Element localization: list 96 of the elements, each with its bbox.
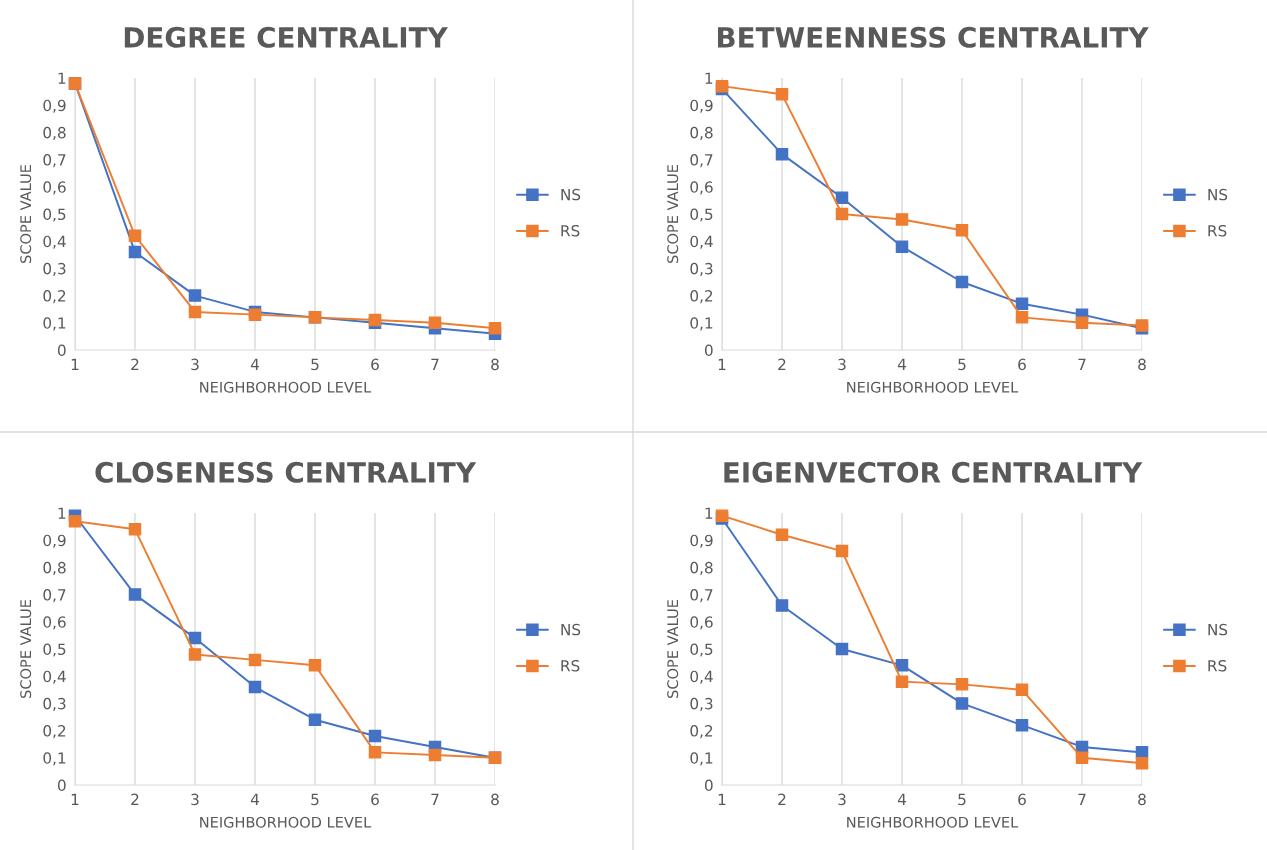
legend-label: NS: [1208, 188, 1228, 201]
x-axis-title: NEIGHBORHOOD LEVEL: [847, 816, 1019, 828]
y-tick-label: 0,9: [690, 534, 713, 548]
y-tick-label: 0: [704, 344, 713, 357]
x-tick-label: 5: [311, 793, 319, 806]
x-tick-label: 6: [371, 358, 379, 371]
y-tick-label: 0,8: [43, 126, 66, 140]
y-tick-label: 1: [58, 507, 66, 519]
y-tick-label: 0,7: [43, 154, 66, 168]
legend-label: NS: [561, 188, 581, 201]
legend-label: NS: [1208, 623, 1228, 636]
y-tick-label: 0: [57, 344, 66, 357]
x-tick-label: 7: [1078, 793, 1086, 805]
x-tick-label: 1: [718, 793, 726, 805]
y-tick-label: 0,5: [690, 208, 713, 222]
y-tick-label: 0,4: [690, 670, 713, 684]
y-tick-label: 0: [57, 779, 66, 792]
y-tick-label: 0,3: [43, 697, 66, 711]
y-axis-title: SCOPE VALUE: [667, 165, 679, 263]
y-tick-label: 0,1: [43, 317, 66, 331]
y-tick-label: 0,9: [43, 534, 66, 548]
y-tick-label: 0,8: [690, 561, 713, 575]
y-tick-label: 0,5: [43, 643, 66, 657]
x-tick-label: 4: [897, 358, 906, 370]
y-tick-label: 0,6: [690, 181, 713, 195]
x-tick-label: 3: [838, 793, 846, 806]
x-tick-label: 2: [778, 793, 786, 805]
legend-label: RS: [561, 224, 580, 237]
x-tick-label: 5: [958, 358, 966, 371]
x-tick-label: 2: [131, 793, 139, 805]
x-tick-label: 5: [311, 358, 319, 371]
x-axis-title: NEIGHBORHOOD LEVEL: [200, 816, 372, 828]
legend-label: RS: [1208, 224, 1227, 237]
x-tick-label: 6: [371, 793, 379, 806]
x-tick-label: 1: [71, 793, 79, 805]
x-tick-label: 1: [718, 358, 726, 370]
legend-label: RS: [561, 659, 580, 672]
x-tick-label: 6: [1018, 793, 1026, 806]
x-tick-label: 5: [958, 793, 966, 806]
x-tick-label: 7: [431, 793, 439, 805]
x-tick-label: 2: [778, 358, 786, 370]
y-tick-label: 0: [704, 779, 713, 792]
y-tick-label: 0,3: [690, 262, 713, 276]
y-tick-label: 0,7: [690, 589, 713, 603]
legend-label: NS: [561, 623, 581, 636]
x-tick-label: 1: [71, 358, 79, 370]
y-tick-label: 0,3: [43, 262, 66, 276]
y-tick-label: 0,8: [43, 561, 66, 575]
y-tick-label: 0,2: [43, 290, 66, 304]
y-tick-label: 0,4: [43, 235, 66, 249]
x-tick-label: 8: [491, 793, 499, 806]
y-tick-label: 0,6: [43, 181, 66, 195]
y-tick-label: 0,9: [690, 99, 713, 113]
x-tick-label: 8: [491, 358, 499, 371]
x-tick-label: 3: [191, 793, 199, 806]
x-tick-label: 3: [191, 358, 199, 371]
x-tick-label: 3: [838, 358, 846, 371]
y-axis-title: SCOPE VALUE: [20, 600, 32, 698]
chart-title: EIGENVECTOR CENTRALITY: [724, 461, 1143, 483]
y-tick-label: 0,6: [690, 616, 713, 630]
x-tick-label: 4: [250, 358, 259, 370]
y-tick-label: 0,2: [43, 725, 66, 739]
y-tick-label: 0,8: [690, 126, 713, 140]
y-tick-label: 0,6: [43, 616, 66, 630]
x-tick-label: 6: [1018, 358, 1026, 371]
y-tick-label: 0,7: [43, 589, 66, 603]
y-tick-label: 0,1: [43, 752, 66, 766]
y-tick-label: 0,4: [43, 670, 66, 684]
x-axis-title: NEIGHBORHOOD LEVEL: [200, 381, 372, 393]
chart-title: DEGREE CENTRALITY: [124, 26, 448, 48]
x-tick-label: 4: [250, 793, 259, 805]
y-tick-label: 0,1: [690, 317, 713, 331]
y-tick-label: 0,2: [690, 725, 713, 739]
x-tick-label: 8: [1138, 793, 1146, 806]
x-tick-label: 8: [1138, 358, 1146, 371]
chart-title: BETWEENNESS CENTRALITY: [717, 26, 1149, 48]
y-tick-label: 0,9: [43, 99, 66, 113]
x-tick-label: 4: [897, 793, 906, 805]
y-tick-label: 1: [705, 507, 713, 519]
y-tick-label: 0,5: [690, 643, 713, 657]
x-tick-label: 7: [431, 358, 439, 370]
x-axis-title: NEIGHBORHOOD LEVEL: [847, 381, 1019, 393]
y-axis-title: SCOPE VALUE: [20, 165, 32, 263]
y-tick-label: 1: [58, 72, 66, 84]
y-tick-label: 0,4: [690, 235, 713, 249]
y-tick-label: 0,5: [43, 208, 66, 222]
x-tick-label: 2: [131, 358, 139, 370]
y-tick-label: 0,7: [690, 154, 713, 168]
chart-title: CLOSENESS CENTRALITY: [95, 461, 477, 483]
y-tick-label: 1: [705, 72, 713, 84]
legend-label: RS: [1208, 659, 1227, 672]
y-axis-title: SCOPE VALUE: [667, 600, 679, 698]
x-tick-label: 7: [1078, 358, 1086, 370]
y-tick-label: 0,1: [690, 752, 713, 766]
y-tick-label: 0,3: [690, 697, 713, 711]
y-tick-label: 0,2: [690, 290, 713, 304]
